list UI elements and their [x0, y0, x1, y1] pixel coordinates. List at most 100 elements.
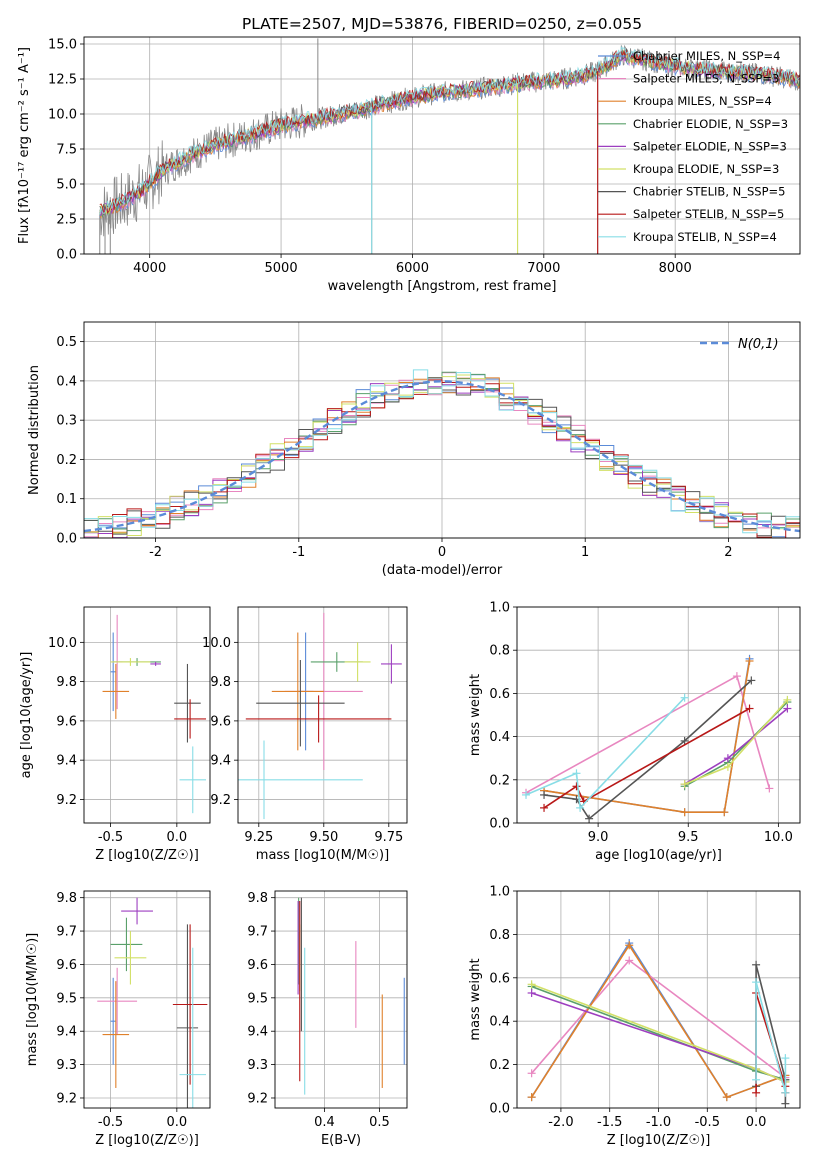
- tick-label-y: 10.0: [202, 636, 231, 651]
- weight-line-salpeter_stelib: [543, 707, 750, 809]
- x-axis-label: Z [log10(Z/Z☉)]: [95, 1133, 199, 1148]
- x-axis-label: Z [log10(Z/Z☉)]: [95, 848, 199, 863]
- plot-mass_vs_Z: -0.5 0.0 9.2 9.3 9.4 9.5 9.6 9.7 9.8 Z [log10(Z/Z…: [25, 890, 211, 1148]
- tick-label-x: 9.75: [374, 830, 403, 845]
- tick-label-x: -0.5: [98, 1115, 123, 1130]
- plot-age_vs_mass: 9.25 9.50 9.75 9.2 9.4 9.6 9.8 10.0 mass [log10(…: [202, 606, 408, 863]
- normal-curve: [84, 380, 800, 533]
- tick-label-x: 0.0: [166, 830, 187, 845]
- plot-area-mass_vs_EBV: [297, 897, 405, 1095]
- tick-label-y: 9.8: [210, 675, 231, 690]
- legend-label: Kroupa ELODIE, N_SSP=3: [633, 162, 779, 176]
- tick-label-y: 9.7: [56, 925, 77, 940]
- tick-label-x: 0.5: [369, 1115, 390, 1130]
- plot-residuals: -2 -1 0 1 2 0.0 0.1 0.2 0.3 0.4 0.5 (data-model)/er…: [27, 321, 801, 578]
- axes-frame: [516, 890, 801, 1109]
- tick-label-y: 9.6: [210, 714, 231, 729]
- model-line-kroupa_stelib: [99, 45, 800, 215]
- legend: Chabrier MILES, N_SSP=4 Salpeter MILES, N…: [598, 49, 788, 244]
- tick-label-y: 0.0: [56, 248, 77, 263]
- tick-label-y: 0.0: [489, 817, 510, 832]
- tick-label-x: 6000: [396, 261, 429, 276]
- tick-label-y: 10.0: [48, 108, 77, 123]
- tick-label-y: 0.3: [56, 414, 77, 429]
- tick-label-y: 9.3: [56, 1058, 77, 1073]
- tick-label-y: 0.6: [489, 971, 510, 986]
- tick-label-x: -1.5: [597, 1115, 622, 1130]
- y-axis-label: Flux [fλ10⁻¹⁷ erg cm⁻² s⁻¹ A⁻¹]: [17, 47, 32, 244]
- tick-label-y: 5.0: [56, 178, 77, 193]
- tick-label-x: 9.50: [309, 830, 338, 845]
- legend-label: Chabrier ELODIE, N_SSP=3: [633, 117, 788, 131]
- legend-label: Chabrier MILES, N_SSP=4: [633, 49, 780, 63]
- tick-label-y: 9.4: [56, 1025, 77, 1040]
- tick-label-x: 9.0: [588, 830, 609, 845]
- tick-label-y: 9.4: [56, 754, 77, 769]
- tick-label-y: 9.8: [56, 891, 77, 906]
- tick-label-y: 1.0: [489, 601, 510, 616]
- tick-label-y: 9.4: [210, 754, 231, 769]
- axes-frame: [83, 606, 211, 824]
- tick-label-x: 7000: [527, 261, 560, 276]
- plot-area-massweight_vs_Z: [527, 939, 790, 1108]
- y-axis-label: mass weight: [468, 958, 483, 1040]
- tick-label-x: 8000: [659, 261, 692, 276]
- plot-area-residuals: [84, 369, 800, 538]
- tick-label-x: 2: [724, 545, 732, 560]
- plot-area-age_vs_Z: [102, 614, 207, 814]
- tick-label-x: 0.0: [166, 1115, 187, 1130]
- tick-label-y: 0.2: [56, 453, 77, 468]
- tick-label-y: 0.8: [489, 928, 510, 943]
- tick-label-y: 0.2: [489, 773, 510, 788]
- tick-label-y: 0.4: [489, 1015, 510, 1030]
- tick-label-y: 9.6: [247, 958, 268, 973]
- legend-label: Salpeter MILES, N_SSP=3: [633, 72, 779, 86]
- legend-label: Kroupa STELIB, N_SSP=4: [633, 230, 777, 244]
- legend-label: Kroupa MILES, N_SSP=4: [633, 94, 772, 108]
- tick-label-y: 0.1: [56, 492, 77, 507]
- tick-label-x: -1: [292, 545, 305, 560]
- tick-label-x: 9.5: [678, 830, 699, 845]
- axes-frame: [83, 321, 801, 539]
- axes-frame: [83, 890, 211, 1109]
- plot-spectrum: 4000 5000 6000 7000 8000 0.0 2.5 5.0 7.5 10.0 12.5…: [17, 15, 801, 294]
- tick-label-y: 7.5: [56, 143, 77, 158]
- x-axis-label: Z [log10(Z/Z☉)]: [607, 1133, 711, 1148]
- x-axis-label: age [log10(age/yr)]: [595, 848, 722, 863]
- tick-label-y: 12.5: [48, 73, 77, 88]
- tick-label-x: 10.0: [764, 830, 793, 845]
- tick-label-y: 9.8: [247, 891, 268, 906]
- tick-label-y: 9.5: [247, 991, 268, 1006]
- y-axis-label: Normed distribution: [27, 365, 42, 495]
- plot-massweight_vs_Z: -2.0 -1.5 -1.0 -0.5 0.0 0.0 0.2 0.4 0.6 0.8 1.0 Z […: [468, 885, 801, 1148]
- plot-area-mass_vs_Z: [97, 897, 208, 1108]
- tick-label-y: 0.5: [56, 335, 77, 350]
- plot-area-massweight_vs_age: [522, 654, 792, 823]
- tick-label-y: 9.3: [247, 1058, 268, 1073]
- tick-label-x: 0: [438, 545, 446, 560]
- axes-frame: [237, 606, 408, 824]
- plot-area-age_vs_mass: [238, 612, 402, 820]
- tick-label-y: 15.0: [48, 38, 77, 53]
- tick-label-y: 9.2: [247, 1091, 268, 1106]
- y-axis-label: mass weight: [468, 674, 483, 756]
- tick-label-y: 9.6: [56, 958, 77, 973]
- tick-label-x: -0.5: [98, 830, 123, 845]
- tick-label-x: -2.0: [548, 1115, 573, 1130]
- legend-label: Chabrier STELIB, N_SSP=5: [633, 185, 785, 199]
- weight-line-chabrier_stelib: [755, 964, 787, 1104]
- tick-label-y: 0.0: [489, 1102, 510, 1117]
- tick-label-y: 2.5: [56, 213, 77, 228]
- weight-line-kroupa_stelib: [755, 981, 787, 1094]
- tick-label-x: 1: [581, 545, 589, 560]
- tick-label-y: 0.6: [489, 687, 510, 702]
- legend-label: N(0,1): [738, 337, 779, 352]
- tick-label-y: 0.8: [489, 644, 510, 659]
- tick-label-y: 9.2: [56, 793, 77, 808]
- tick-label-x: -1.0: [646, 1115, 671, 1130]
- tick-label-y: 10.0: [48, 636, 77, 651]
- axes-frame: [83, 36, 801, 255]
- tick-label-x: 0.4: [314, 1115, 335, 1130]
- tick-label-y: 9.4: [247, 1025, 268, 1040]
